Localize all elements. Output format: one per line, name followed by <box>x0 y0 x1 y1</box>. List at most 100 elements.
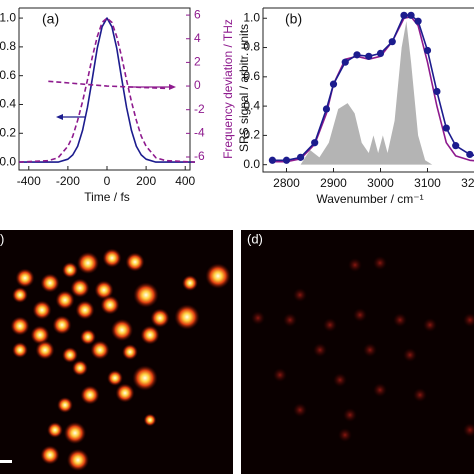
scale-bar <box>0 460 12 463</box>
spot <box>333 373 347 387</box>
spot <box>52 315 72 335</box>
y-tick-label: 0.0 <box>0 154 16 168</box>
spot <box>35 340 55 360</box>
spot <box>182 275 198 291</box>
spot <box>62 262 78 278</box>
spot <box>273 368 287 382</box>
arrow-head <box>169 84 176 90</box>
spot <box>283 313 297 327</box>
spot <box>373 256 387 270</box>
spot <box>323 318 337 332</box>
y-tick-label: 0.2 <box>0 125 16 139</box>
x-axis-label: Time / fs <box>84 190 130 204</box>
spot <box>403 348 417 362</box>
spot <box>143 413 157 427</box>
arrow-head <box>56 114 63 120</box>
y-tick-label: 0.4 <box>243 98 260 112</box>
spot <box>40 273 60 293</box>
spot <box>150 308 170 328</box>
marker <box>341 58 349 66</box>
spot <box>62 347 78 363</box>
y-tick-label: 1.0 <box>0 10 16 24</box>
marker <box>452 142 460 150</box>
spot <box>55 290 75 310</box>
marker <box>400 11 408 19</box>
y2-tick-label: 6 <box>194 7 201 21</box>
marker <box>466 150 474 159</box>
marker <box>433 87 441 96</box>
series-line <box>19 17 195 163</box>
spot <box>251 311 265 325</box>
y-axis-label: SRS signal / arbitr. units <box>237 24 251 152</box>
spot <box>122 344 138 360</box>
spot <box>373 383 387 397</box>
spot <box>66 448 90 472</box>
marker <box>442 124 450 132</box>
spot <box>125 252 145 272</box>
y-tick-label: 0.6 <box>0 68 16 82</box>
marker <box>353 51 361 59</box>
y-tick-label: 0.8 <box>243 40 260 54</box>
spot <box>80 385 100 405</box>
panel-label: ) <box>0 231 4 246</box>
spot <box>205 263 231 289</box>
y-tick-label: 0.4 <box>0 97 16 111</box>
spot <box>72 360 88 376</box>
y2-tick-label: -6 <box>194 149 205 163</box>
panel-label: (d) <box>247 231 263 246</box>
series-line <box>272 14 474 162</box>
spot <box>30 325 50 345</box>
spot <box>90 340 110 360</box>
spot <box>463 423 474 437</box>
y-tick-label: 0.0 <box>243 157 260 171</box>
marker <box>423 46 432 55</box>
marker <box>376 49 385 57</box>
marker <box>297 153 305 161</box>
x-tick-label: -400 <box>17 174 41 188</box>
image-c <box>0 230 233 474</box>
panel-label: (b) <box>285 11 302 27</box>
spot <box>338 428 352 442</box>
marker <box>388 38 396 46</box>
spot <box>363 343 377 357</box>
axes-frame <box>262 7 474 173</box>
spot <box>100 295 120 315</box>
marker <box>282 156 291 164</box>
spot <box>132 365 158 391</box>
spot <box>393 313 407 327</box>
spot <box>80 329 96 345</box>
spot <box>102 248 122 268</box>
x-tick-label: 400 <box>175 174 195 188</box>
spot <box>12 287 28 303</box>
y2-tick-label: 4 <box>194 31 201 45</box>
spot <box>70 278 90 298</box>
spot <box>32 300 52 320</box>
y2-tick-label: 2 <box>194 55 201 69</box>
spots-c <box>10 248 231 472</box>
y-tick-label: 0.6 <box>243 69 260 83</box>
spot <box>115 383 135 403</box>
x-tick-label: 3100 <box>414 176 441 190</box>
spot <box>348 258 362 272</box>
spot <box>107 370 123 386</box>
panel-label: (a) <box>42 11 59 27</box>
marker <box>311 139 319 147</box>
raman-area <box>300 21 433 165</box>
spot <box>293 403 307 417</box>
x-tick-label: -200 <box>56 174 80 188</box>
x-tick-label: 3200 <box>461 176 474 190</box>
spot <box>40 445 60 465</box>
y-tick-label: 0.8 <box>0 39 16 53</box>
spot <box>94 280 114 300</box>
spot <box>140 325 160 345</box>
spot <box>413 388 427 402</box>
axes-frame <box>18 7 191 171</box>
x-axis-label: Wavenumber / cm⁻¹ <box>316 192 423 206</box>
x-tick-label: 2900 <box>320 176 347 190</box>
spots-d <box>251 256 474 442</box>
spot <box>57 397 73 413</box>
marker <box>407 11 415 19</box>
marker <box>268 156 276 164</box>
x-tick-label: 3000 <box>367 176 394 190</box>
